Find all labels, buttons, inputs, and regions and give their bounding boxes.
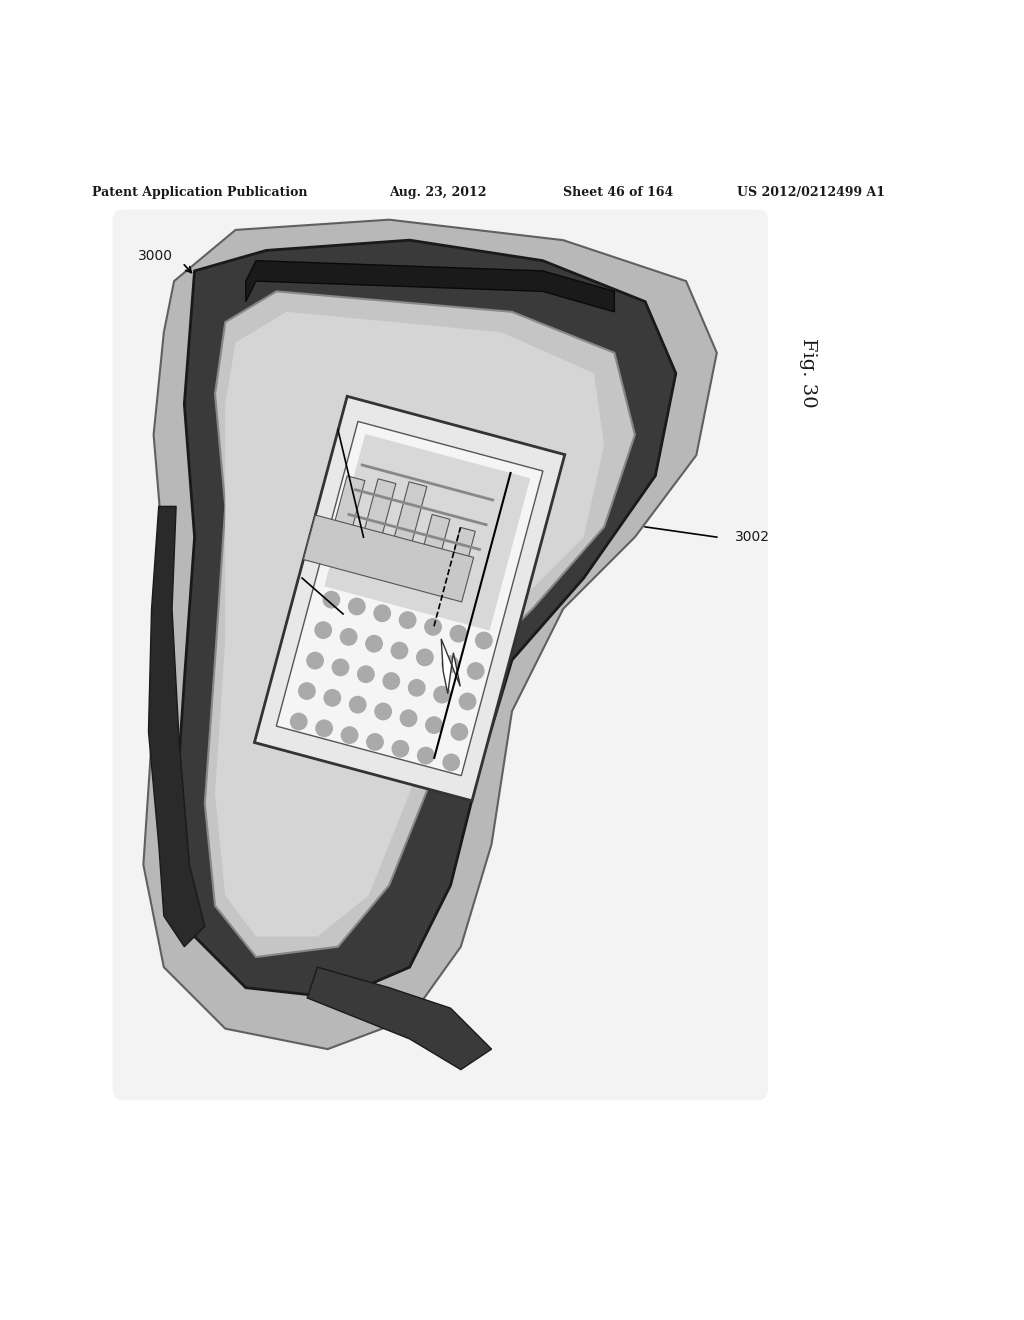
- Circle shape: [468, 663, 484, 680]
- Polygon shape: [331, 475, 365, 540]
- Circle shape: [442, 656, 459, 672]
- Text: 3008: 3008: [254, 566, 289, 579]
- Polygon shape: [148, 507, 205, 946]
- Circle shape: [374, 605, 390, 622]
- Polygon shape: [325, 434, 530, 631]
- Circle shape: [409, 680, 425, 696]
- Circle shape: [316, 721, 333, 737]
- Circle shape: [452, 723, 468, 741]
- Circle shape: [340, 628, 356, 645]
- Circle shape: [399, 612, 416, 628]
- Circle shape: [400, 710, 417, 726]
- Circle shape: [291, 713, 307, 730]
- Circle shape: [366, 635, 382, 652]
- FancyBboxPatch shape: [113, 210, 768, 1101]
- Circle shape: [392, 741, 409, 756]
- Circle shape: [451, 626, 467, 642]
- Circle shape: [426, 717, 442, 734]
- Circle shape: [434, 686, 451, 702]
- Circle shape: [425, 619, 441, 635]
- Circle shape: [443, 754, 460, 771]
- Polygon shape: [276, 421, 543, 776]
- Circle shape: [367, 734, 383, 750]
- Circle shape: [476, 632, 493, 648]
- Polygon shape: [441, 639, 460, 693]
- Polygon shape: [246, 260, 614, 312]
- Circle shape: [418, 747, 434, 764]
- Circle shape: [391, 643, 408, 659]
- Text: Patent Application Publication: Patent Application Publication: [92, 186, 307, 198]
- Text: Aug. 23, 2012: Aug. 23, 2012: [389, 186, 486, 198]
- Circle shape: [349, 697, 366, 713]
- Polygon shape: [205, 292, 635, 957]
- Circle shape: [299, 682, 315, 700]
- Circle shape: [341, 727, 357, 743]
- Circle shape: [348, 598, 365, 615]
- Circle shape: [307, 652, 324, 669]
- Polygon shape: [254, 396, 565, 801]
- Circle shape: [324, 591, 340, 607]
- Circle shape: [417, 649, 433, 665]
- Polygon shape: [143, 219, 717, 1049]
- Circle shape: [325, 689, 341, 706]
- Circle shape: [357, 667, 374, 682]
- Text: 3004: 3004: [305, 412, 340, 426]
- Polygon shape: [303, 515, 474, 602]
- Polygon shape: [360, 479, 396, 548]
- Circle shape: [332, 659, 348, 676]
- Circle shape: [375, 704, 391, 719]
- Polygon shape: [174, 240, 676, 998]
- Polygon shape: [420, 515, 450, 564]
- Circle shape: [460, 693, 476, 710]
- Text: Sheet 46 of 164: Sheet 46 of 164: [563, 186, 674, 198]
- Text: 3000: 3000: [138, 248, 173, 263]
- Text: US 2012/0212499 A1: US 2012/0212499 A1: [737, 186, 886, 198]
- Polygon shape: [390, 482, 427, 556]
- Polygon shape: [307, 968, 492, 1069]
- Circle shape: [383, 673, 399, 689]
- Text: 3002: 3002: [735, 531, 770, 544]
- Circle shape: [315, 622, 332, 639]
- Polygon shape: [215, 312, 604, 936]
- Text: Fig. 30: Fig. 30: [799, 338, 817, 408]
- Polygon shape: [450, 528, 475, 572]
